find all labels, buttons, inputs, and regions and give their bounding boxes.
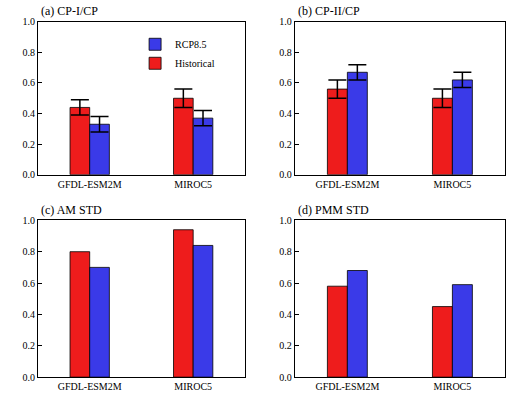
svg-text:MIROC5: MIROC5 [434,381,472,392]
svg-text:0.2: 0.2 [279,139,292,150]
svg-text:GFDL-ESM2M: GFDL-ESM2M [58,381,122,392]
svg-text:1.0: 1.0 [22,16,35,27]
svg-text:0.2: 0.2 [22,340,35,351]
svg-text:0.6: 0.6 [22,278,35,289]
svg-text:0.8: 0.8 [279,246,292,257]
svg-text:1.0: 1.0 [279,16,292,27]
svg-text:(c) AM STD: (c) AM STD [41,203,102,217]
svg-text:(b) CP-II/CP: (b) CP-II/CP [298,4,360,18]
svg-text:GFDL-ESM2M: GFDL-ESM2M [58,179,122,190]
svg-text:0.8: 0.8 [22,47,35,58]
svg-text:0.0: 0.0 [279,169,292,180]
svg-text:1.0: 1.0 [22,215,35,226]
svg-text:0.6: 0.6 [22,77,35,88]
svg-text:0.6: 0.6 [279,278,292,289]
svg-text:0.2: 0.2 [279,340,292,351]
svg-text:0.4: 0.4 [279,309,292,320]
svg-text:0.6: 0.6 [279,77,292,88]
svg-text:0.0: 0.0 [279,372,292,383]
svg-text:0.8: 0.8 [22,246,35,257]
svg-text:MIROC5: MIROC5 [174,179,212,190]
svg-text:0.4: 0.4 [279,108,292,119]
svg-text:MIROC5: MIROC5 [434,179,472,190]
svg-text:0.4: 0.4 [22,309,35,320]
svg-text:0.2: 0.2 [22,139,35,150]
svg-text:0.0: 0.0 [22,372,35,383]
svg-text:0.8: 0.8 [279,47,292,58]
svg-text:GFDL-ESM2M: GFDL-ESM2M [315,179,379,190]
svg-text:(a) CP-I/CP: (a) CP-I/CP [41,4,98,18]
svg-text:0.0: 0.0 [22,169,35,180]
svg-text:1.0: 1.0 [279,215,292,226]
svg-text:0.4: 0.4 [22,108,35,119]
svg-text:GFDL-ESM2M: GFDL-ESM2M [315,381,379,392]
svg-text:RCP8.5: RCP8.5 [175,39,206,50]
svg-text:(d) PMM STD: (d) PMM STD [298,203,369,217]
svg-text:MIROC5: MIROC5 [174,381,212,392]
svg-text:Historical: Historical [175,58,215,69]
